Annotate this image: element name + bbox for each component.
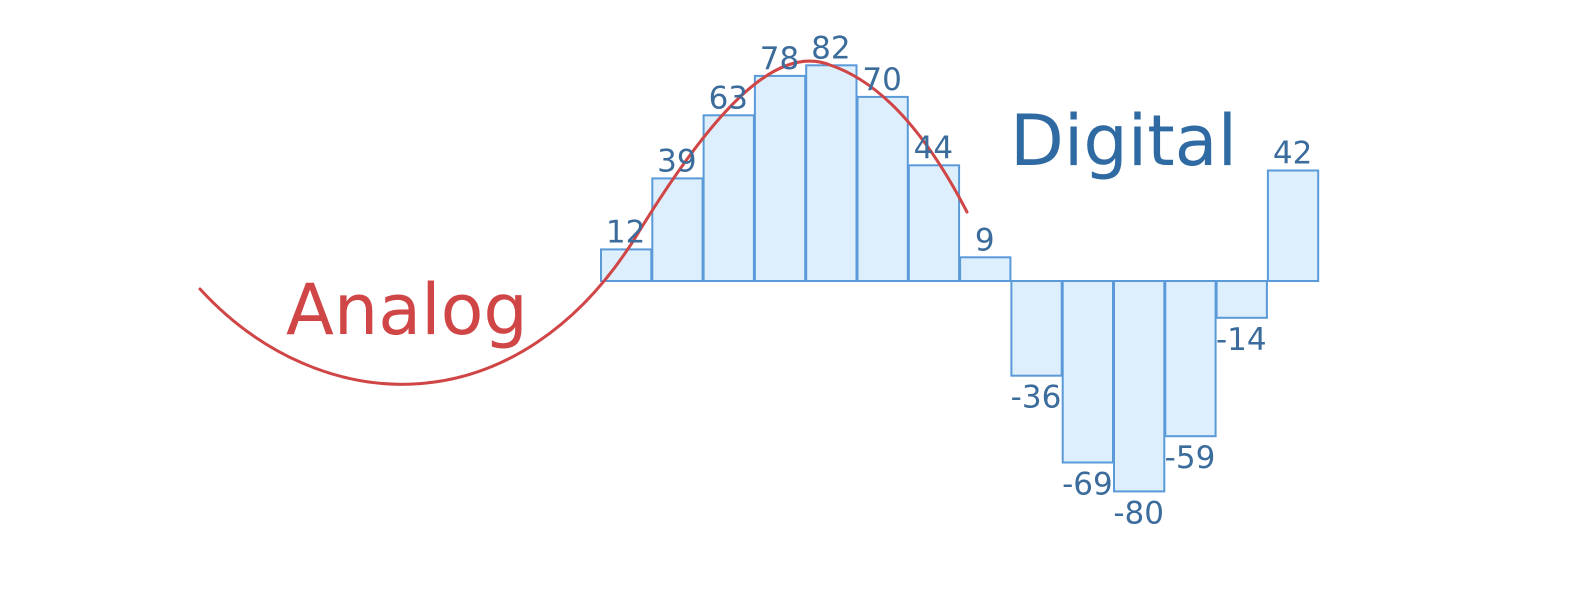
sample-bar [1164, 280, 1217, 438]
sample-bar [1010, 280, 1063, 377]
sample-bar [959, 256, 1012, 282]
sample-bar [1113, 280, 1166, 493]
sample-value-label: 78 [760, 41, 799, 77]
sample-value-label: -80 [1113, 495, 1164, 531]
sample-value-label: 9 [975, 222, 995, 258]
digital-label: Digital [1010, 100, 1237, 182]
sample-value-labels: 12 39 63 78 82 70 44 9 -36 -69-80-59 -14 42 [606, 30, 1312, 531]
sample-value-label: 42 [1273, 136, 1312, 172]
sample-value-label: 82 [811, 30, 850, 66]
sample-value-label: 70 [862, 62, 901, 98]
sample-value-label: 12 [606, 214, 645, 250]
sample-bar [1266, 169, 1320, 282]
sample-value-label: 63 [709, 80, 748, 116]
digital-sample-bars [600, 64, 1320, 493]
analog-label: Analog [286, 269, 528, 351]
sample-value-label: -14 [1216, 322, 1267, 358]
sample-value-label: -59 [1165, 440, 1216, 476]
sample-bar [1215, 280, 1268, 319]
sample-value-label: -69 [1062, 467, 1113, 503]
sample-value-label: 44 [914, 130, 953, 166]
sample-bar [651, 177, 704, 282]
sample-bar [702, 114, 755, 282]
sample-bar [753, 74, 807, 283]
analog-wave-curve [198, 59, 969, 386]
sample-value-label: -36 [1011, 380, 1062, 416]
sample-bar [805, 64, 858, 282]
sample-value-label: 39 [657, 143, 696, 179]
sample-bar [1061, 280, 1114, 464]
sample-bar [856, 95, 909, 283]
